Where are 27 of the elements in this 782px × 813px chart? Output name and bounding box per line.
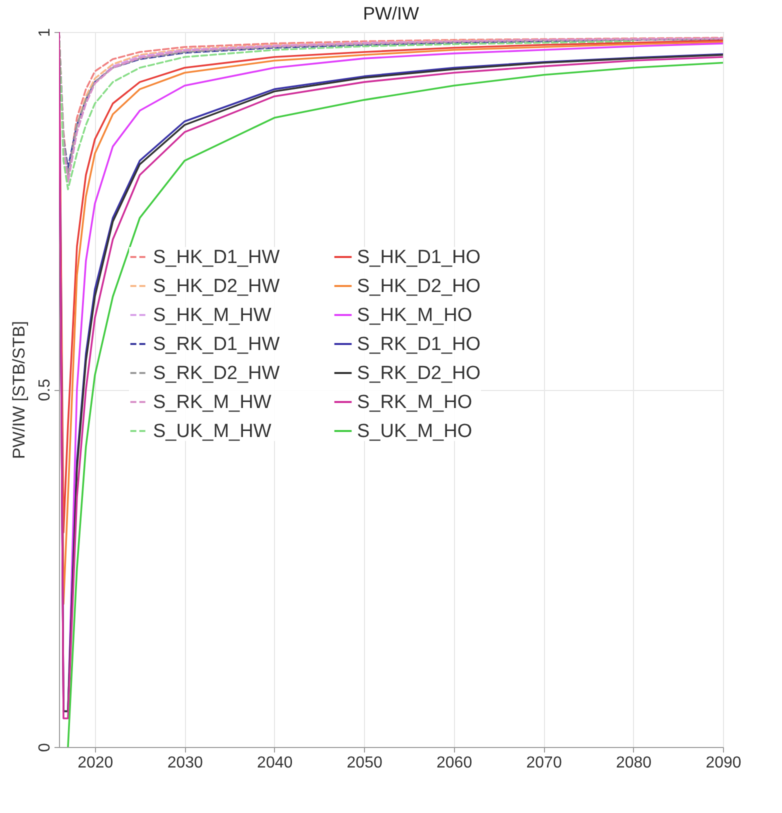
chart-title: PW/IW: [363, 4, 419, 24]
legend-label: S_RK_D1_HO: [357, 334, 481, 355]
x-tick-label: 2050: [346, 754, 382, 772]
legend-label: S_RK_M_HW: [153, 392, 272, 413]
legend-label: S_HK_D2_HO: [357, 276, 481, 297]
y-axis-title: PW/IW [STB/STB]: [10, 321, 28, 459]
x-tick-label: 2070: [526, 754, 562, 772]
x-tick-label: 2020: [78, 754, 114, 772]
legend-label: S_HK_M_HW: [153, 305, 272, 326]
legend-label: S_RK_D2_HO: [357, 363, 481, 384]
legend-label: S_UK_M_HO: [357, 421, 472, 442]
x-tick-label: 2030: [167, 754, 204, 772]
legend-label: S_UK_M_HW: [153, 421, 272, 442]
x-tick-label: 2040: [257, 754, 293, 772]
legend-label: S_HK_D1_HW: [153, 247, 280, 268]
x-tick-label: 2080: [616, 754, 652, 772]
legend-label: S_HK_D2_HW: [153, 276, 280, 297]
legend-label: S_RK_D2_HW: [153, 363, 280, 384]
y-tick-label: 0: [36, 742, 54, 752]
legend-label: S_HK_M_HO: [357, 305, 472, 326]
legend-label: S_RK_M_HO: [357, 392, 472, 413]
x-tick-label: 2060: [436, 754, 472, 772]
x-tick-label: 2090: [706, 754, 742, 772]
y-tick-label: 0.5: [36, 378, 54, 402]
legend-label: S_RK_D1_HW: [153, 334, 280, 355]
legend-label: S_HK_D1_HO: [357, 247, 481, 268]
y-tick-label: 1: [36, 28, 54, 37]
